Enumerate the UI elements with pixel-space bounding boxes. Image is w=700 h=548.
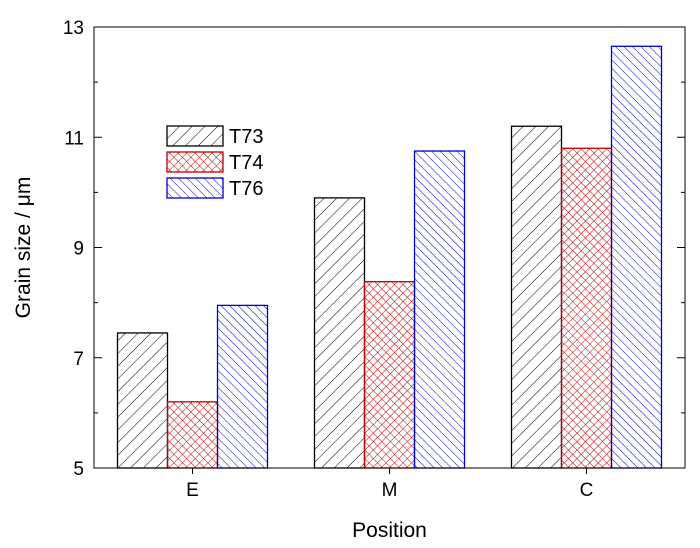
x-tick-label: C [580, 480, 594, 501]
legend-label-t76: T76 [229, 178, 263, 200]
y-axis: 5 7 9 11 13 [63, 18, 685, 480]
x-axis-title: Position [352, 519, 427, 542]
y-tick-label: 5 [73, 459, 84, 480]
legend-swatch-t74 [166, 151, 224, 173]
y-tick-label: 7 [73, 349, 84, 370]
bar-t74-m [363, 281, 416, 469]
bar-t76-c [610, 45, 663, 469]
y-tick-label: 13 [63, 18, 84, 39]
legend-label-t74: T74 [229, 152, 263, 174]
legend: T73 T74 T76 [166, 125, 263, 200]
y-tick-label: 9 [73, 239, 84, 260]
bar-t74-c [560, 147, 613, 469]
bar-t73-e [116, 332, 169, 469]
bar-t73-m [313, 197, 366, 469]
y-tick-label: 11 [64, 128, 84, 149]
legend-swatch-t73 [166, 125, 224, 147]
bar-t73-c [510, 125, 563, 469]
bar-t76-e [216, 304, 269, 469]
bar-t76-m [413, 150, 466, 469]
bar-t74-e [166, 401, 219, 469]
y-axis-title: Grain size / μm [12, 177, 35, 319]
legend-label-t73: T73 [229, 126, 263, 148]
legend-swatch-t76 [166, 177, 224, 199]
x-tick-label: E [186, 480, 199, 501]
x-tick-label: M [382, 480, 398, 501]
bars-layer [116, 45, 663, 469]
